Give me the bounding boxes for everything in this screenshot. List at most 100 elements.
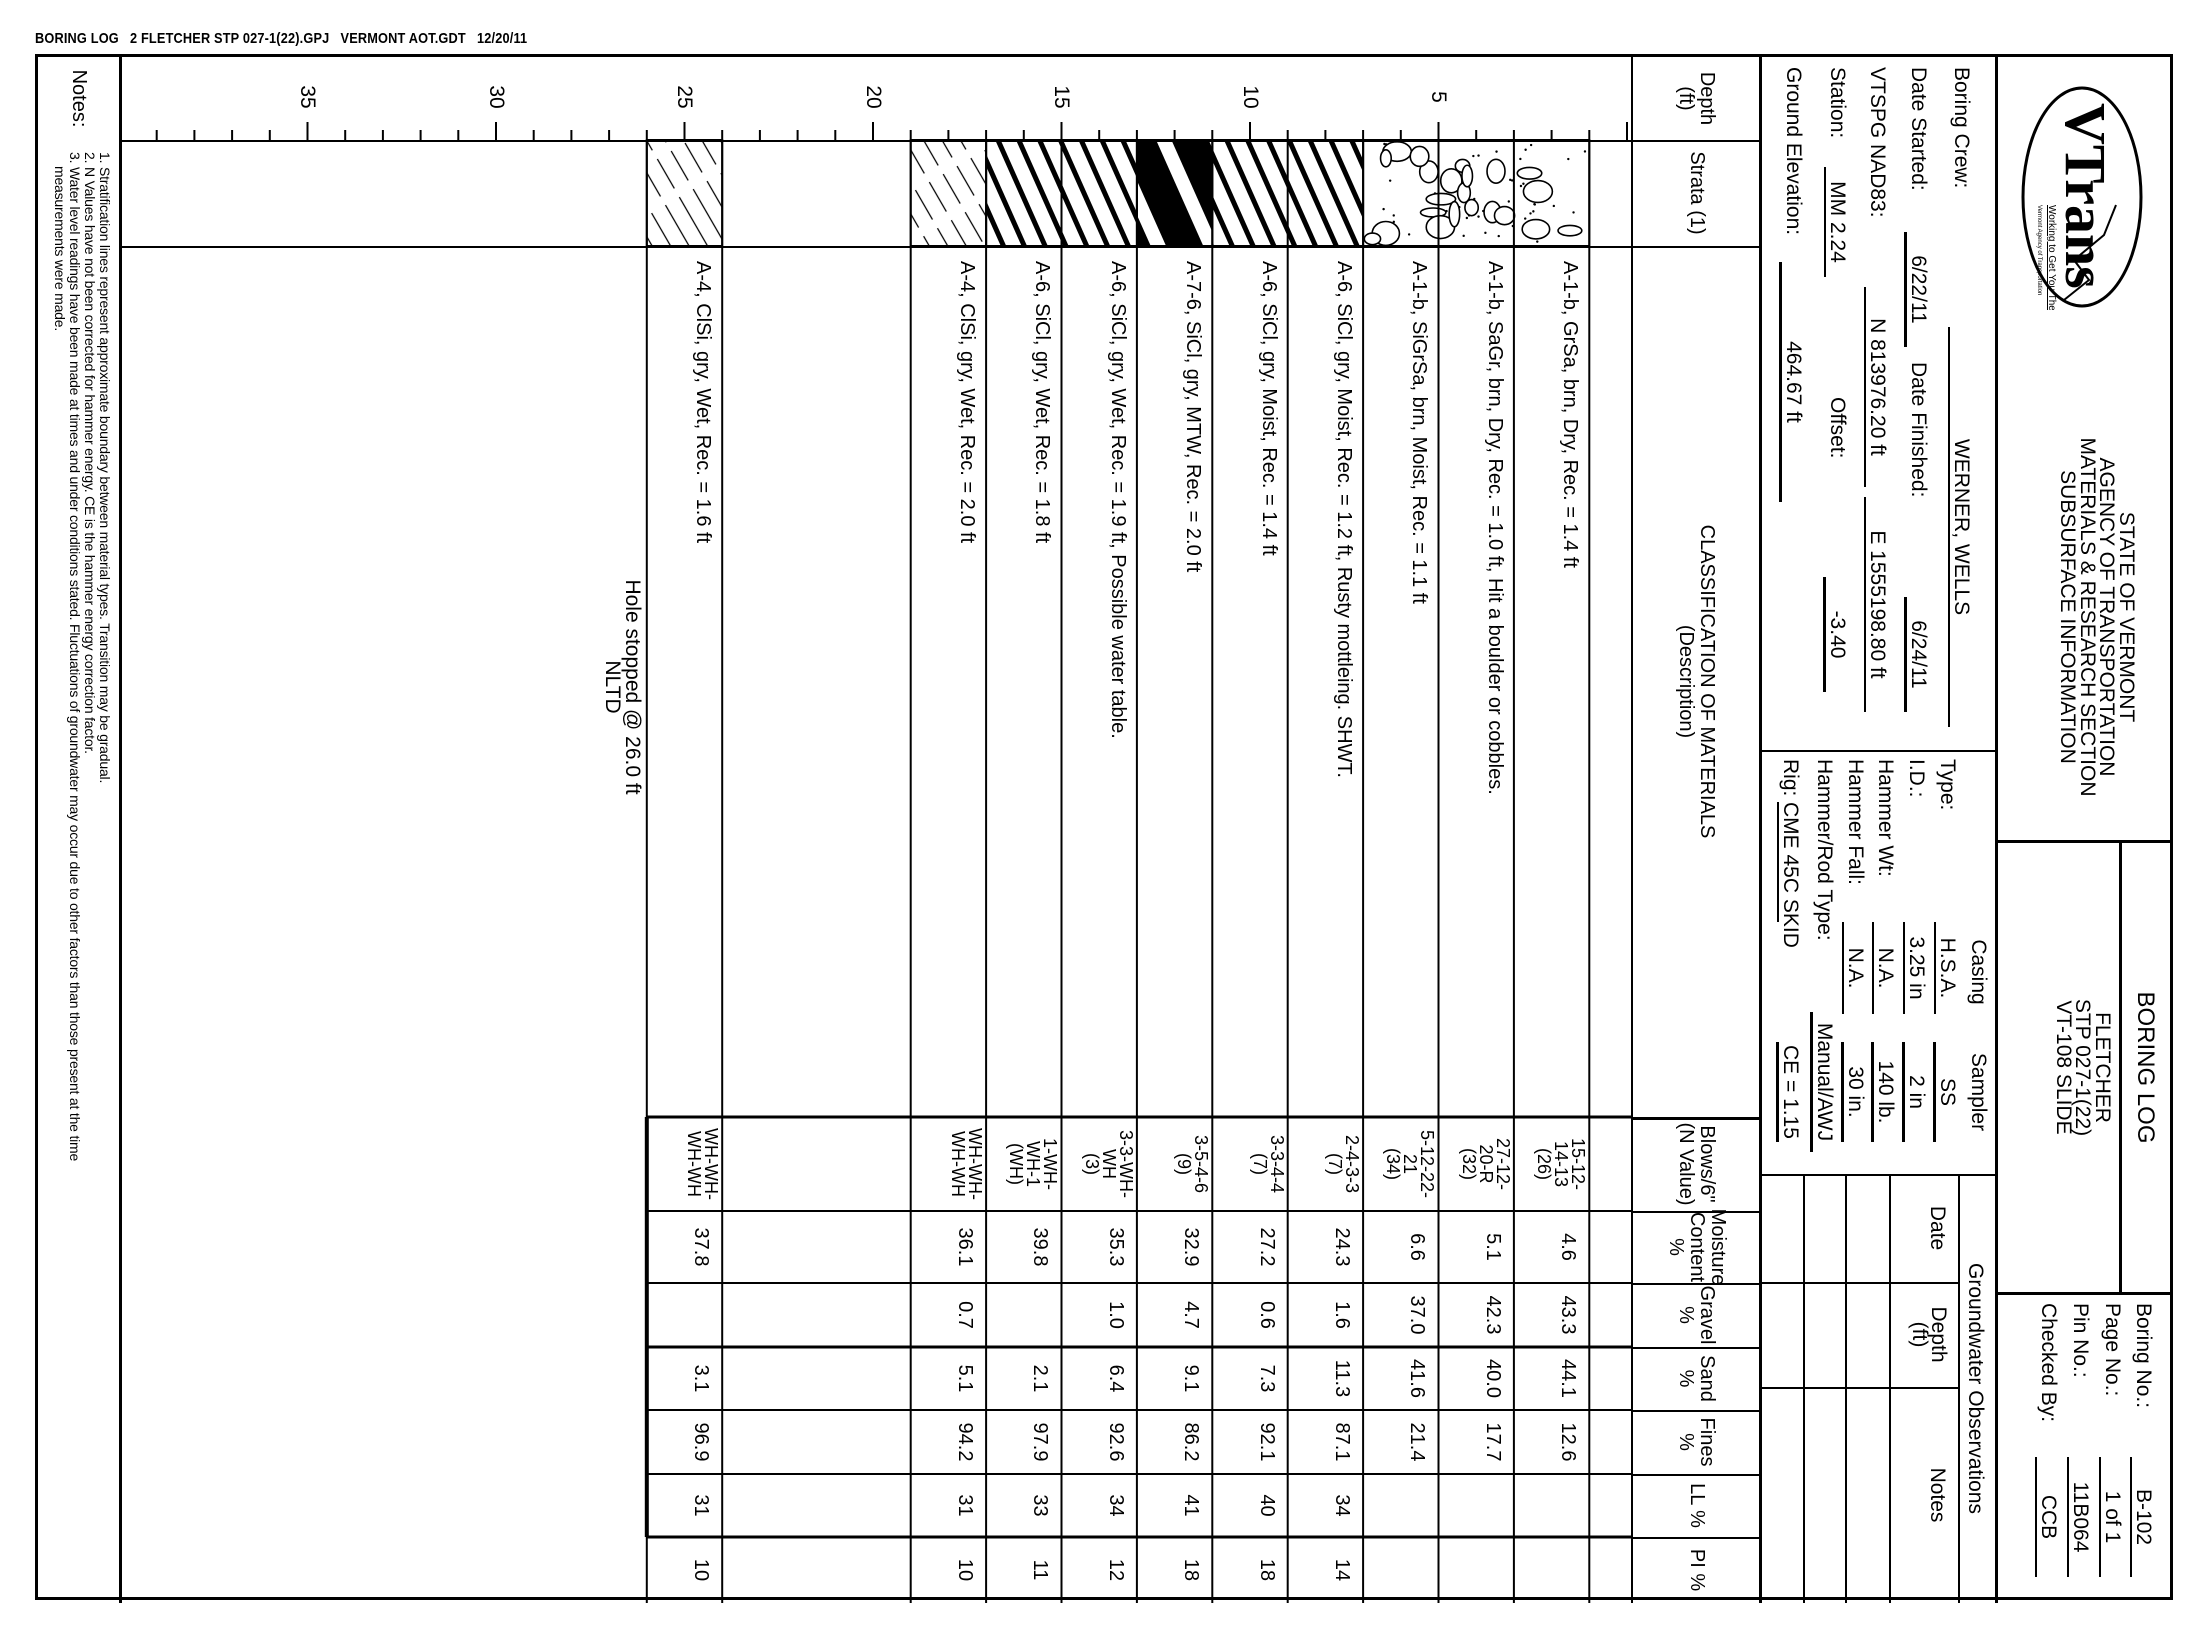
- sample-description: A-6, SiCl, gry, Wet, Rec. = 1.9 ft, Poss…: [1106, 261, 1129, 739]
- depth-label: 35: [296, 85, 320, 109]
- strata-sand-dot: [1519, 184, 1523, 188]
- note-item: 1. Stratification lines represent approx…: [97, 152, 113, 784]
- strata-cobble: [1493, 205, 1516, 226]
- strata-sand-dot: [1532, 210, 1535, 213]
- sample-sand: 9.1: [1180, 1364, 1203, 1393]
- blows-line: (3): [1081, 1153, 1102, 1175]
- strata-sand-dot: [1484, 231, 1487, 235]
- sample-fines: 94.2: [954, 1422, 977, 1462]
- strata-cobble: [1464, 198, 1480, 217]
- blows-line: (7): [1325, 1153, 1346, 1175]
- column-divider: [1633, 1537, 1760, 1539]
- sample-blows: 27-12- 20-R (32): [1459, 1117, 1513, 1211]
- note-item: 3. Water level readings have been made a…: [67, 152, 83, 1162]
- blows-line: (9): [1174, 1153, 1195, 1175]
- blows-line: 14-13: [1551, 1140, 1572, 1188]
- sample-pi: 14: [1331, 1558, 1354, 1582]
- column-divider: [1633, 1283, 1760, 1285]
- sample-moisture: 4.6: [1557, 1233, 1580, 1261]
- strata-sand-dot: [1497, 234, 1500, 238]
- notes-label: Notes:: [68, 69, 90, 128]
- nltd-text: NLTD: [601, 660, 624, 714]
- sample-fines: 92.6: [1104, 1422, 1127, 1462]
- blows-line: 3-3-WH-: [1115, 1130, 1136, 1198]
- column-divider: [122, 140, 1760, 142]
- divider: [119, 57, 122, 1603]
- strata-cobble: [1516, 166, 1543, 180]
- sample-sand: 41.6: [1406, 1359, 1429, 1398]
- file-header: BORING LOG 2 FLETCHER STP 027-1(22).GPJ …: [35, 30, 528, 47]
- blows-line: (34): [1383, 1147, 1404, 1180]
- sample-description: A-1-b, SiGrSa, brn, Moist, Rec. = 1.1 ft: [1408, 261, 1431, 604]
- strata-cobble: [1363, 232, 1382, 246]
- sample-gravel: 43.3: [1557, 1295, 1580, 1335]
- sample-fines: 17.7: [1481, 1422, 1504, 1462]
- sample-gravel: 1.0: [1104, 1301, 1127, 1329]
- depth-label: 10: [1239, 85, 1262, 109]
- column-divider: [1633, 1117, 1760, 1120]
- strata-sand-dot: [1472, 154, 1475, 158]
- column-divider: [1633, 1211, 1760, 1213]
- sample-description: A-1-b, SaGr, brn, Dry, Rec. = 1.0 ft, Hi…: [1483, 261, 1506, 795]
- sample-pi: 18: [1180, 1558, 1203, 1582]
- blows-line: (7): [1249, 1153, 1270, 1175]
- strata-sand-dot: [1392, 220, 1396, 224]
- sample-fines: 96.9: [690, 1422, 713, 1462]
- blows-line: 1-WH-: [1040, 1138, 1061, 1190]
- strata-sand-dot: [1524, 148, 1527, 151]
- blows-line: 3-5-4-6: [1191, 1134, 1212, 1194]
- note-item: 2. N Values have not been corrected for …: [82, 152, 98, 754]
- column-divider: [1633, 1347, 1760, 1349]
- blows-line: 20-R: [1475, 1144, 1496, 1184]
- sample-ll: 34: [1331, 1494, 1354, 1517]
- blows-line: WH-WH-: [701, 1128, 722, 1200]
- sample-description: A-6, SiCl, gry, Moist, Rec. = 1.4 ft: [1257, 261, 1280, 556]
- strata-cobble: [1557, 224, 1583, 237]
- sample-moisture: 39.8: [1029, 1227, 1052, 1267]
- sample-gravel: 0.7: [954, 1301, 977, 1329]
- strata-cobble: [1425, 192, 1457, 206]
- sample-ll: 34: [1104, 1494, 1127, 1517]
- column-divider: [122, 246, 1760, 248]
- sample-pi: 10: [954, 1558, 977, 1582]
- sample-moisture: 36.1: [954, 1227, 977, 1267]
- sample-blows: 15-12- 14-13 (26): [1534, 1117, 1588, 1211]
- vtrans-logo: VTrans Working to Get You There Vermont …: [2021, 86, 2143, 310]
- strata-sand-dot: [1510, 179, 1514, 182]
- sample-sand: 6.4: [1104, 1364, 1127, 1393]
- strata-sand-dot: [1477, 215, 1480, 218]
- sample-sand: 11.3: [1331, 1359, 1354, 1398]
- sample-description: A-4, ClSi, gry, Wet, Rec. = 1.6 ft: [692, 261, 715, 544]
- strata-sand-dot: [1522, 182, 1525, 185]
- sample-pi: 10: [690, 1558, 713, 1582]
- strata-sand-dot: [1465, 216, 1469, 220]
- sample-blows: 3-3-4-4 (7): [1249, 1117, 1287, 1211]
- depth-label: 20: [862, 85, 885, 109]
- sample-sand: 40.0: [1481, 1359, 1504, 1398]
- strata-cobble: [1379, 149, 1393, 168]
- blows-line: (WH): [1006, 1143, 1027, 1185]
- sample-gravel: 4.7: [1180, 1301, 1203, 1329]
- sample-ll: 33: [1029, 1494, 1052, 1517]
- sample-description: A-1-b, GrSa, brn, Dry, Rec. = 1.4 ft: [1559, 261, 1582, 568]
- strata-sand-dot: [1536, 240, 1539, 243]
- blows-line: WH-WH: [948, 1131, 969, 1197]
- sample-moisture: 37.8: [690, 1227, 713, 1267]
- sample-description: A-7-6, SiCl, gry, MTW, Rec. = 2.0 ft: [1182, 261, 1205, 573]
- sample-ll: 31: [690, 1494, 713, 1517]
- sample-blows: 3-3-WH- WH (3): [1081, 1117, 1136, 1211]
- sample-sand: 2.1: [1029, 1364, 1052, 1393]
- blows-line: WH-WH: [684, 1131, 705, 1197]
- blows-line: WH-WH-: [965, 1128, 986, 1200]
- sample-description: A-6, SiCl, gry, Moist, Rec. = 1.2 ft, Ru…: [1333, 261, 1356, 778]
- strata-cobble: [1486, 158, 1506, 184]
- strata-sand-dot: [1572, 211, 1575, 214]
- sample-moisture: 6.6: [1406, 1233, 1429, 1261]
- strata-sand-dot: [1583, 150, 1587, 153]
- strata-sand-dot: [1567, 157, 1570, 161]
- column-divider: [1633, 1474, 1760, 1476]
- svg-text:Working to Get You There: Working to Get You There: [2046, 205, 2057, 310]
- blows-line: 27-12-: [1492, 1137, 1513, 1191]
- svg-text:Vermont Agency of Transportati: Vermont Agency of Transportation: [2036, 205, 2042, 295]
- sample-sand: 3.1: [690, 1364, 713, 1393]
